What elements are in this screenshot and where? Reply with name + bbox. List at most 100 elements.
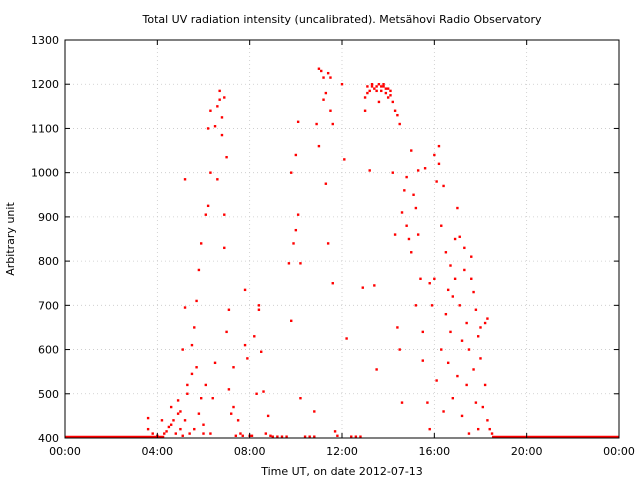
data-point bbox=[430, 304, 434, 307]
data-point bbox=[218, 98, 221, 101]
x-tick-label: 16:00 bbox=[418, 445, 450, 458]
data-point bbox=[467, 432, 471, 435]
data-point bbox=[223, 213, 226, 216]
data-point bbox=[169, 405, 173, 409]
data-point bbox=[474, 401, 478, 404]
y-tick-label: 1300 bbox=[31, 34, 59, 47]
y-tick-label: 400 bbox=[38, 432, 59, 445]
data-point bbox=[460, 339, 464, 342]
data-point bbox=[290, 171, 293, 174]
data-point bbox=[299, 397, 302, 400]
data-point bbox=[481, 405, 485, 409]
data-point bbox=[453, 277, 457, 280]
data-point bbox=[165, 430, 168, 433]
data-point bbox=[225, 155, 228, 159]
data-point bbox=[375, 368, 378, 371]
data-point bbox=[326, 71, 330, 75]
axis-ticks bbox=[64, 39, 620, 439]
data-point bbox=[313, 410, 316, 413]
x-tick-label: 00:00 bbox=[603, 445, 635, 458]
data-point bbox=[437, 162, 441, 166]
data-point bbox=[456, 206, 459, 210]
data-point bbox=[391, 100, 394, 104]
data-point bbox=[204, 213, 208, 216]
data-point bbox=[236, 419, 240, 422]
data-point bbox=[253, 335, 256, 338]
data-point bbox=[186, 392, 189, 395]
grid bbox=[65, 40, 619, 438]
data-point bbox=[204, 383, 208, 387]
data-point bbox=[174, 432, 177, 435]
y-tick-label: 1000 bbox=[31, 167, 59, 180]
y-tick-label: 700 bbox=[38, 299, 59, 312]
data-point bbox=[456, 374, 459, 378]
data-point bbox=[389, 94, 392, 97]
y-tick-label: 600 bbox=[38, 344, 59, 357]
data-point bbox=[255, 392, 258, 395]
data-point bbox=[460, 414, 464, 418]
data-point bbox=[167, 425, 171, 429]
data-point bbox=[386, 96, 390, 99]
data-point bbox=[421, 359, 424, 362]
plot-frame bbox=[64, 39, 620, 439]
data-point bbox=[370, 85, 374, 88]
data-point bbox=[440, 348, 443, 351]
data-point bbox=[354, 435, 358, 438]
y-tick-label: 500 bbox=[38, 388, 59, 401]
data-point bbox=[479, 326, 482, 329]
data-point bbox=[363, 96, 367, 99]
data-point bbox=[366, 91, 369, 95]
data-point bbox=[246, 357, 249, 360]
data-point bbox=[195, 299, 198, 303]
data-point bbox=[400, 211, 404, 214]
data-point bbox=[186, 383, 189, 387]
data-point bbox=[414, 206, 418, 210]
data-point bbox=[183, 419, 187, 422]
data-point bbox=[373, 284, 376, 287]
data-point bbox=[172, 419, 175, 422]
data-point bbox=[211, 397, 214, 400]
x-tick-label: 04:00 bbox=[141, 445, 173, 458]
data-point bbox=[490, 432, 494, 435]
data-point bbox=[382, 85, 385, 88]
data-point bbox=[410, 149, 413, 152]
data-point bbox=[227, 308, 231, 311]
tick-labels: 00:00 04:00 08:00 12:00 16:00 20:00 00:0040050… bbox=[31, 34, 635, 458]
data-point bbox=[366, 85, 369, 88]
data-point bbox=[290, 319, 293, 323]
data-point bbox=[419, 277, 422, 280]
data-point bbox=[444, 312, 448, 316]
data-point bbox=[453, 237, 457, 241]
data-point bbox=[285, 435, 288, 438]
data-point bbox=[382, 83, 385, 86]
y-tick-label: 800 bbox=[38, 255, 59, 268]
data-point bbox=[183, 306, 187, 309]
x-tick-label: 00:00 bbox=[49, 445, 81, 458]
data-point bbox=[199, 242, 203, 245]
data-point bbox=[403, 189, 406, 192]
data-point bbox=[393, 109, 397, 112]
data-point bbox=[433, 153, 436, 157]
data-point bbox=[199, 397, 203, 400]
data-point bbox=[486, 317, 489, 320]
data-point bbox=[451, 295, 454, 298]
data-point bbox=[396, 326, 399, 329]
data-point bbox=[416, 233, 420, 236]
data-point bbox=[209, 432, 212, 435]
data-point bbox=[227, 388, 231, 391]
data-point bbox=[396, 113, 399, 117]
data-point bbox=[446, 361, 450, 365]
data-point bbox=[313, 435, 316, 438]
x-axis-label: Time UT, on date 2012-07-13 bbox=[260, 465, 423, 478]
data-point bbox=[296, 213, 300, 216]
data-point bbox=[465, 321, 468, 325]
data-point bbox=[209, 109, 212, 112]
data-point bbox=[479, 357, 482, 360]
data-point bbox=[412, 193, 415, 196]
data-point bbox=[380, 89, 383, 93]
data-point bbox=[160, 419, 164, 422]
data-point bbox=[414, 304, 418, 307]
data-point bbox=[336, 434, 339, 437]
data-point bbox=[398, 348, 401, 351]
data-point bbox=[324, 182, 328, 185]
